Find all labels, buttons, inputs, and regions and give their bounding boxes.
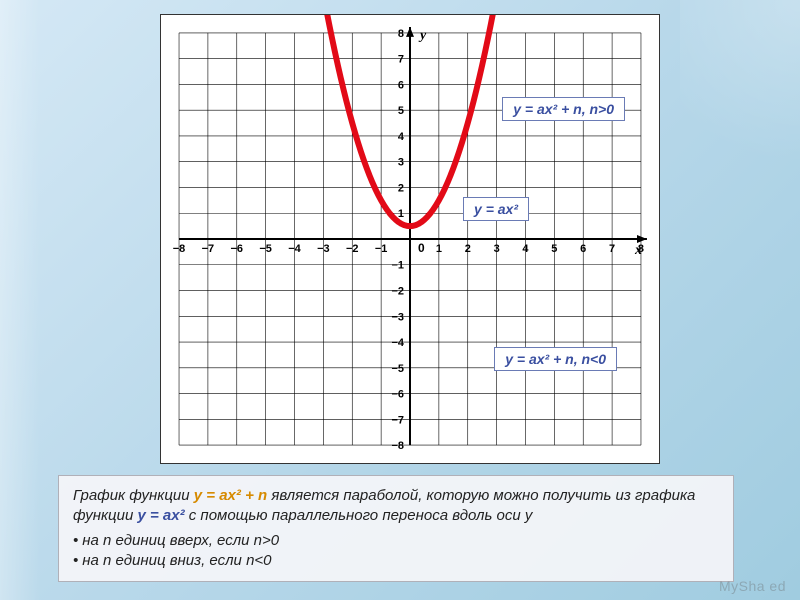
caption-box: График функции y = ax² + n является пара… xyxy=(58,475,734,582)
equation-label-base: y = ax² xyxy=(463,197,529,221)
svg-text:−3: −3 xyxy=(392,311,404,323)
watermark: MySha ed xyxy=(719,578,786,594)
svg-text:2: 2 xyxy=(465,243,471,255)
svg-text:3: 3 xyxy=(494,243,500,255)
svg-text:−5: −5 xyxy=(392,363,404,375)
caption-bullet-2: на n единиц вниз, если n<0 xyxy=(73,551,719,571)
svg-text:−4: −4 xyxy=(288,243,301,255)
svg-text:7: 7 xyxy=(609,243,615,255)
svg-text:−7: −7 xyxy=(392,414,404,426)
svg-text:x: x xyxy=(634,243,642,258)
svg-text:−4: −4 xyxy=(392,337,405,349)
equation-label-shift-up: y = ax² + n, n>0 xyxy=(502,97,625,121)
svg-text:3: 3 xyxy=(398,157,404,169)
svg-text:1: 1 xyxy=(436,243,442,255)
svg-text:1: 1 xyxy=(398,208,404,220)
caption-formula-1: y = ax² + n xyxy=(194,487,267,504)
chart-svg: −8 −7 −6 −5 −4 −3 −2 −1 1 2 3 4 5 6 7 8 −8 −7 −6 −5 −4 −3 −2 −1… xyxy=(161,15,659,463)
decorative-left xyxy=(0,0,40,600)
svg-text:−1: −1 xyxy=(375,243,387,255)
svg-text:−8: −8 xyxy=(173,243,185,255)
svg-text:6: 6 xyxy=(398,79,404,91)
svg-text:8: 8 xyxy=(398,28,404,40)
svg-text:4: 4 xyxy=(398,131,405,143)
svg-text:−6: −6 xyxy=(392,389,404,401)
caption-mid2: с помощью параллельного переноса вдоль о… xyxy=(189,507,533,524)
svg-text:−1: −1 xyxy=(392,260,404,272)
svg-text:−7: −7 xyxy=(202,243,214,255)
svg-text:−8: −8 xyxy=(392,440,404,452)
svg-text:2: 2 xyxy=(398,182,404,194)
svg-text:−2: −2 xyxy=(392,286,404,298)
svg-text:−3: −3 xyxy=(317,243,329,255)
svg-text:6: 6 xyxy=(580,243,586,255)
caption-formula-2: y = ax² xyxy=(137,507,184,524)
svg-text:7: 7 xyxy=(398,54,404,66)
chart-panel: −8 −7 −6 −5 −4 −3 −2 −1 1 2 3 4 5 6 7 8 −8 −7 −6 −5 −4 −3 −2 −1… xyxy=(160,14,660,464)
decorative-right xyxy=(680,0,800,200)
svg-text:4: 4 xyxy=(522,243,529,255)
caption-pre: График функции xyxy=(73,487,194,504)
svg-text:−2: −2 xyxy=(346,243,358,255)
svg-text:5: 5 xyxy=(551,243,557,255)
equation-label-shift-down: y = ax² + n, n<0 xyxy=(494,347,617,371)
svg-text:y: y xyxy=(418,28,427,43)
caption-bullet-1: на n единиц вверх, если n>0 xyxy=(73,531,719,551)
svg-text:−5: −5 xyxy=(259,243,271,255)
svg-text:5: 5 xyxy=(398,105,404,117)
svg-text:−6: −6 xyxy=(231,243,243,255)
svg-text:0: 0 xyxy=(418,241,425,255)
